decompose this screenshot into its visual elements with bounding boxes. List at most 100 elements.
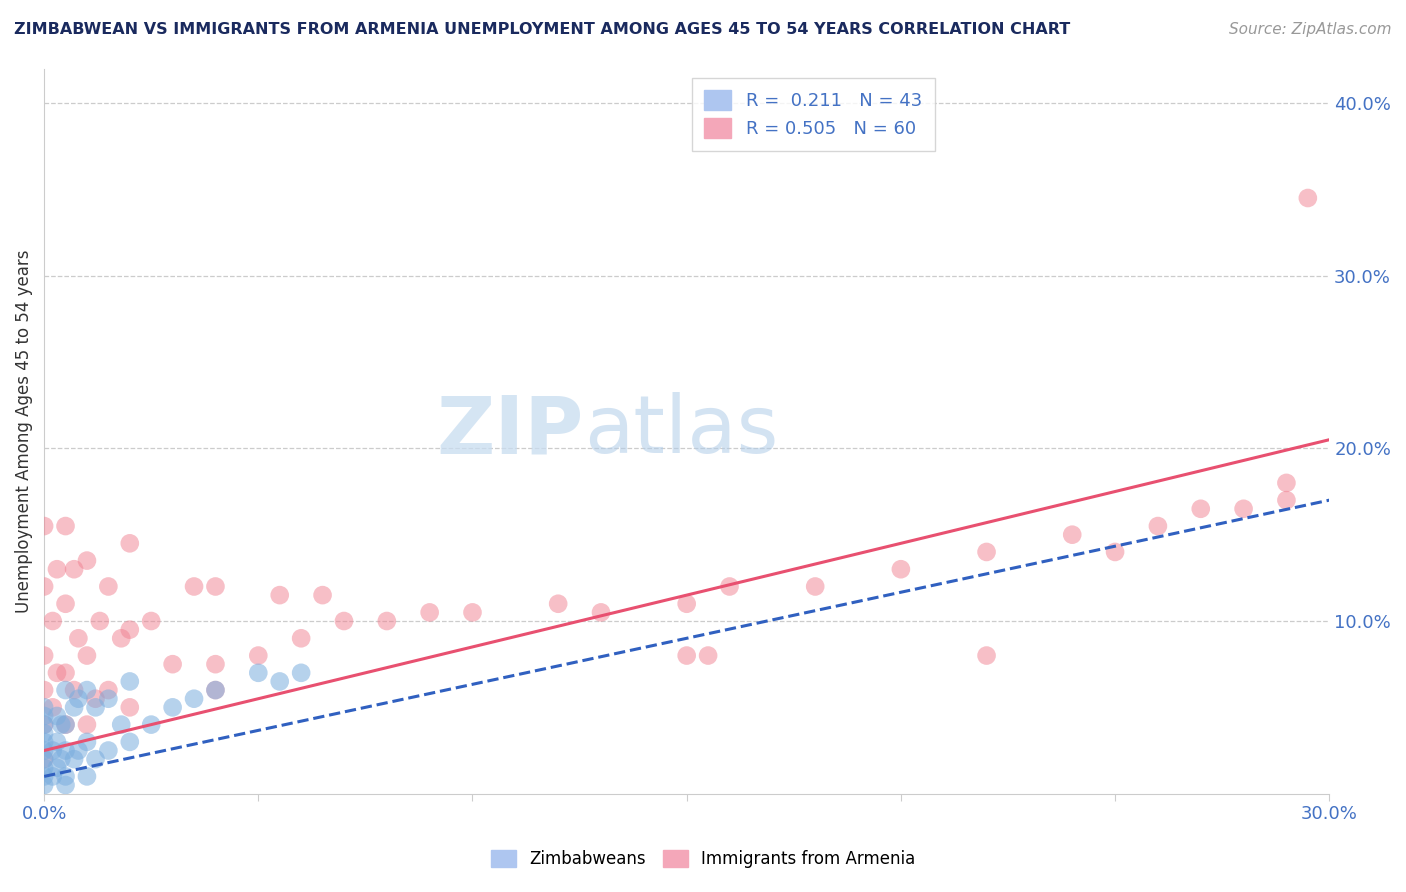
Point — [290, 632, 312, 646]
Point — [55, 717, 77, 731]
Point — [32, 519, 55, 533]
Text: atlas: atlas — [583, 392, 779, 470]
Point — [76, 683, 98, 698]
Point — [32, 735, 55, 749]
Point — [204, 579, 226, 593]
Point — [97, 691, 120, 706]
Point — [118, 674, 141, 689]
Point — [32, 579, 55, 593]
Point — [589, 606, 612, 620]
Point — [1147, 519, 1170, 533]
Point — [269, 674, 291, 689]
Point — [718, 579, 741, 593]
Point — [41, 700, 63, 714]
Point — [976, 545, 998, 559]
Point — [333, 614, 356, 628]
Text: ZIMBABWEAN VS IMMIGRANTS FROM ARMENIA UNEMPLOYMENT AMONG AGES 45 TO 54 YEARS COR: ZIMBABWEAN VS IMMIGRANTS FROM ARMENIA UN… — [14, 22, 1070, 37]
Point — [204, 683, 226, 698]
Point — [890, 562, 912, 576]
Point — [162, 657, 184, 672]
Point — [1189, 501, 1212, 516]
Point — [269, 588, 291, 602]
Point — [461, 606, 484, 620]
Point — [804, 579, 827, 593]
Point — [63, 700, 86, 714]
Point — [46, 709, 69, 723]
Y-axis label: Unemployment Among Ages 45 to 54 years: Unemployment Among Ages 45 to 54 years — [15, 250, 32, 613]
Point — [55, 778, 77, 792]
Text: Source: ZipAtlas.com: Source: ZipAtlas.com — [1229, 22, 1392, 37]
Point — [41, 769, 63, 783]
Point — [110, 717, 132, 731]
Point — [1296, 191, 1319, 205]
Point — [63, 752, 86, 766]
Point — [976, 648, 998, 663]
Text: ZIP: ZIP — [437, 392, 583, 470]
Point — [76, 735, 98, 749]
Point — [141, 614, 163, 628]
Point — [290, 665, 312, 680]
Point — [697, 648, 720, 663]
Point — [55, 665, 77, 680]
Point — [375, 614, 398, 628]
Point — [46, 665, 69, 680]
Point — [67, 743, 90, 757]
Legend: Zimbabweans, Immigrants from Armenia: Zimbabweans, Immigrants from Armenia — [484, 843, 922, 875]
Point — [419, 606, 441, 620]
Point — [32, 752, 55, 766]
Point — [118, 536, 141, 550]
Point — [55, 683, 77, 698]
Point — [32, 778, 55, 792]
Point — [32, 717, 55, 731]
Point — [247, 665, 270, 680]
Point — [675, 648, 697, 663]
Point — [183, 691, 205, 706]
Point — [32, 648, 55, 663]
Point — [55, 597, 77, 611]
Point — [97, 743, 120, 757]
Point — [32, 752, 55, 766]
Point — [204, 683, 226, 698]
Point — [32, 761, 55, 775]
Point — [63, 562, 86, 576]
Point — [118, 700, 141, 714]
Point — [41, 614, 63, 628]
Point — [46, 562, 69, 576]
Point — [76, 648, 98, 663]
Point — [46, 735, 69, 749]
Point — [141, 717, 163, 731]
Point — [311, 588, 333, 602]
Point — [55, 743, 77, 757]
Point — [32, 769, 55, 783]
Point — [97, 683, 120, 698]
Point — [97, 579, 120, 593]
Point — [51, 752, 73, 766]
Point — [204, 657, 226, 672]
Point — [1062, 527, 1084, 541]
Legend: R =  0.211   N = 43, R = 0.505   N = 60: R = 0.211 N = 43, R = 0.505 N = 60 — [692, 78, 935, 151]
Point — [89, 614, 111, 628]
Point — [675, 597, 697, 611]
Point — [118, 623, 141, 637]
Point — [110, 632, 132, 646]
Point — [1275, 493, 1298, 508]
Point — [84, 691, 107, 706]
Point — [84, 752, 107, 766]
Point — [32, 683, 55, 698]
Point — [32, 700, 55, 714]
Point — [76, 717, 98, 731]
Point — [547, 597, 569, 611]
Point — [76, 769, 98, 783]
Point — [67, 632, 90, 646]
Point — [247, 648, 270, 663]
Point — [32, 709, 55, 723]
Point — [1104, 545, 1126, 559]
Point — [41, 743, 63, 757]
Point — [183, 579, 205, 593]
Point — [162, 700, 184, 714]
Point — [55, 769, 77, 783]
Point — [1232, 501, 1254, 516]
Point — [118, 735, 141, 749]
Point — [32, 726, 55, 740]
Point — [67, 691, 90, 706]
